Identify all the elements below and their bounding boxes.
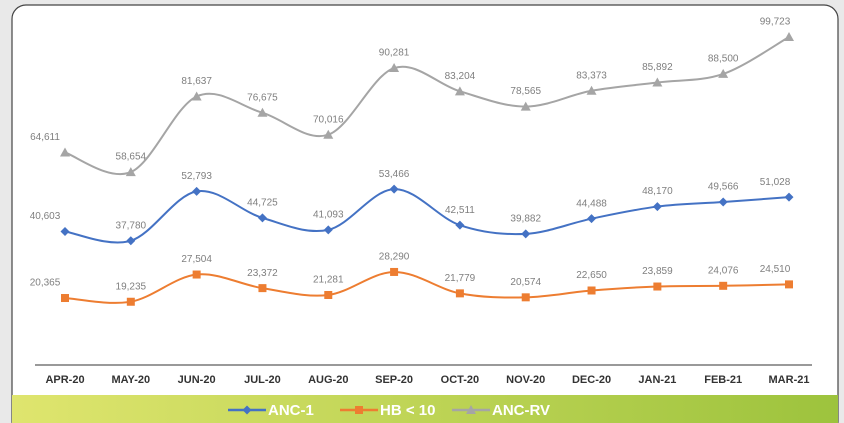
data-label: 22,650 [576, 270, 607, 281]
legend-label: ANC-1 [268, 402, 314, 419]
data-label: 99,723 [760, 17, 791, 28]
marker [466, 405, 476, 414]
data-label: 83,373 [576, 70, 607, 81]
data-label: 40,603 [30, 211, 61, 222]
data-label: 42,511 [445, 205, 475, 216]
x-tick-label: SEP-20 [375, 374, 413, 386]
marker [60, 147, 70, 157]
x-tick-label: OCT-20 [441, 374, 480, 386]
data-label: 53,466 [379, 169, 410, 180]
marker [192, 270, 201, 279]
marker [242, 405, 252, 415]
marker [586, 85, 597, 95]
data-label: 48,170 [642, 186, 673, 197]
data-label: 23,372 [247, 268, 278, 279]
data-label: 20,365 [30, 278, 61, 289]
marker [257, 213, 267, 223]
marker [718, 197, 728, 207]
marker [652, 77, 663, 87]
marker [454, 86, 465, 96]
data-label: 70,016 [313, 114, 344, 125]
data-label: 85,892 [642, 62, 673, 73]
data-label: 44,725 [247, 198, 278, 209]
marker [719, 281, 728, 290]
data-label: 88,500 [708, 54, 739, 65]
data-label: 78,565 [510, 86, 541, 97]
x-tick-label: FEB-21 [704, 374, 742, 386]
data-label: 24,510 [760, 264, 791, 275]
data-label: 51,028 [760, 177, 791, 188]
legend-label: HB < 10 [380, 402, 435, 419]
x-tick-label: JUN-20 [178, 374, 216, 386]
data-label: 20,574 [510, 277, 541, 288]
marker [521, 229, 531, 239]
data-label: 28,290 [379, 252, 410, 263]
marker [653, 282, 662, 291]
marker [389, 184, 399, 194]
data-label: 41,093 [313, 209, 344, 220]
legend-item: ANC-RV [452, 402, 550, 419]
x-tick-label: MAR-21 [769, 374, 810, 386]
marker [126, 297, 135, 306]
x-tick-label: MAY-20 [111, 374, 150, 386]
data-label: 81,637 [181, 76, 212, 87]
x-tick-label: JUL-20 [244, 374, 281, 386]
data-label: 21,281 [313, 275, 344, 286]
marker [784, 32, 794, 41]
marker [587, 214, 597, 224]
marker [390, 267, 399, 276]
marker [784, 192, 794, 202]
card [11, 4, 839, 423]
series-line [64, 270, 790, 304]
data-label: 64,611 [30, 132, 60, 143]
data-label: 19,235 [116, 281, 147, 292]
marker [389, 63, 400, 73]
marker [257, 107, 268, 117]
data-label: 90,281 [379, 48, 410, 59]
marker [587, 286, 596, 295]
marker [455, 289, 464, 298]
marker [718, 68, 729, 78]
data-label: 83,204 [445, 71, 476, 82]
data-label: 27,504 [181, 254, 212, 265]
x-tick-label: AUG-20 [308, 374, 348, 386]
legend-item: ANC-1 [228, 402, 314, 419]
x-tick-label: JAN-21 [638, 374, 676, 386]
data-label: 39,882 [510, 213, 541, 224]
data-label: 24,076 [708, 265, 739, 276]
x-tick-label: APR-20 [45, 374, 84, 386]
data-label: 76,675 [247, 92, 278, 103]
marker [258, 284, 267, 293]
marker [520, 101, 531, 111]
data-label: 37,780 [116, 220, 147, 231]
marker [324, 291, 333, 300]
marker [125, 167, 136, 177]
marker [455, 220, 465, 230]
data-label: 21,779 [445, 273, 476, 284]
marker [521, 293, 530, 302]
marker [61, 294, 69, 303]
marker [126, 236, 136, 246]
x-tick-label: NOV-20 [506, 374, 545, 386]
x-tick-label: DEC-20 [572, 374, 611, 386]
data-label: 49,566 [708, 182, 739, 193]
legend-label: ANC-RV [492, 402, 550, 419]
marker [323, 225, 333, 235]
legend-item: HB < 10 [340, 402, 435, 419]
marker [191, 91, 202, 101]
data-label: 58,654 [116, 152, 147, 163]
marker [323, 129, 334, 139]
data-label: 52,793 [181, 171, 212, 182]
marker [785, 280, 793, 289]
legend-bar [12, 395, 838, 423]
marker [192, 186, 202, 196]
marker [60, 226, 70, 236]
marker [355, 406, 363, 414]
marker [652, 202, 662, 212]
data-label: 23,859 [642, 266, 673, 277]
data-label: 44,488 [576, 198, 607, 209]
